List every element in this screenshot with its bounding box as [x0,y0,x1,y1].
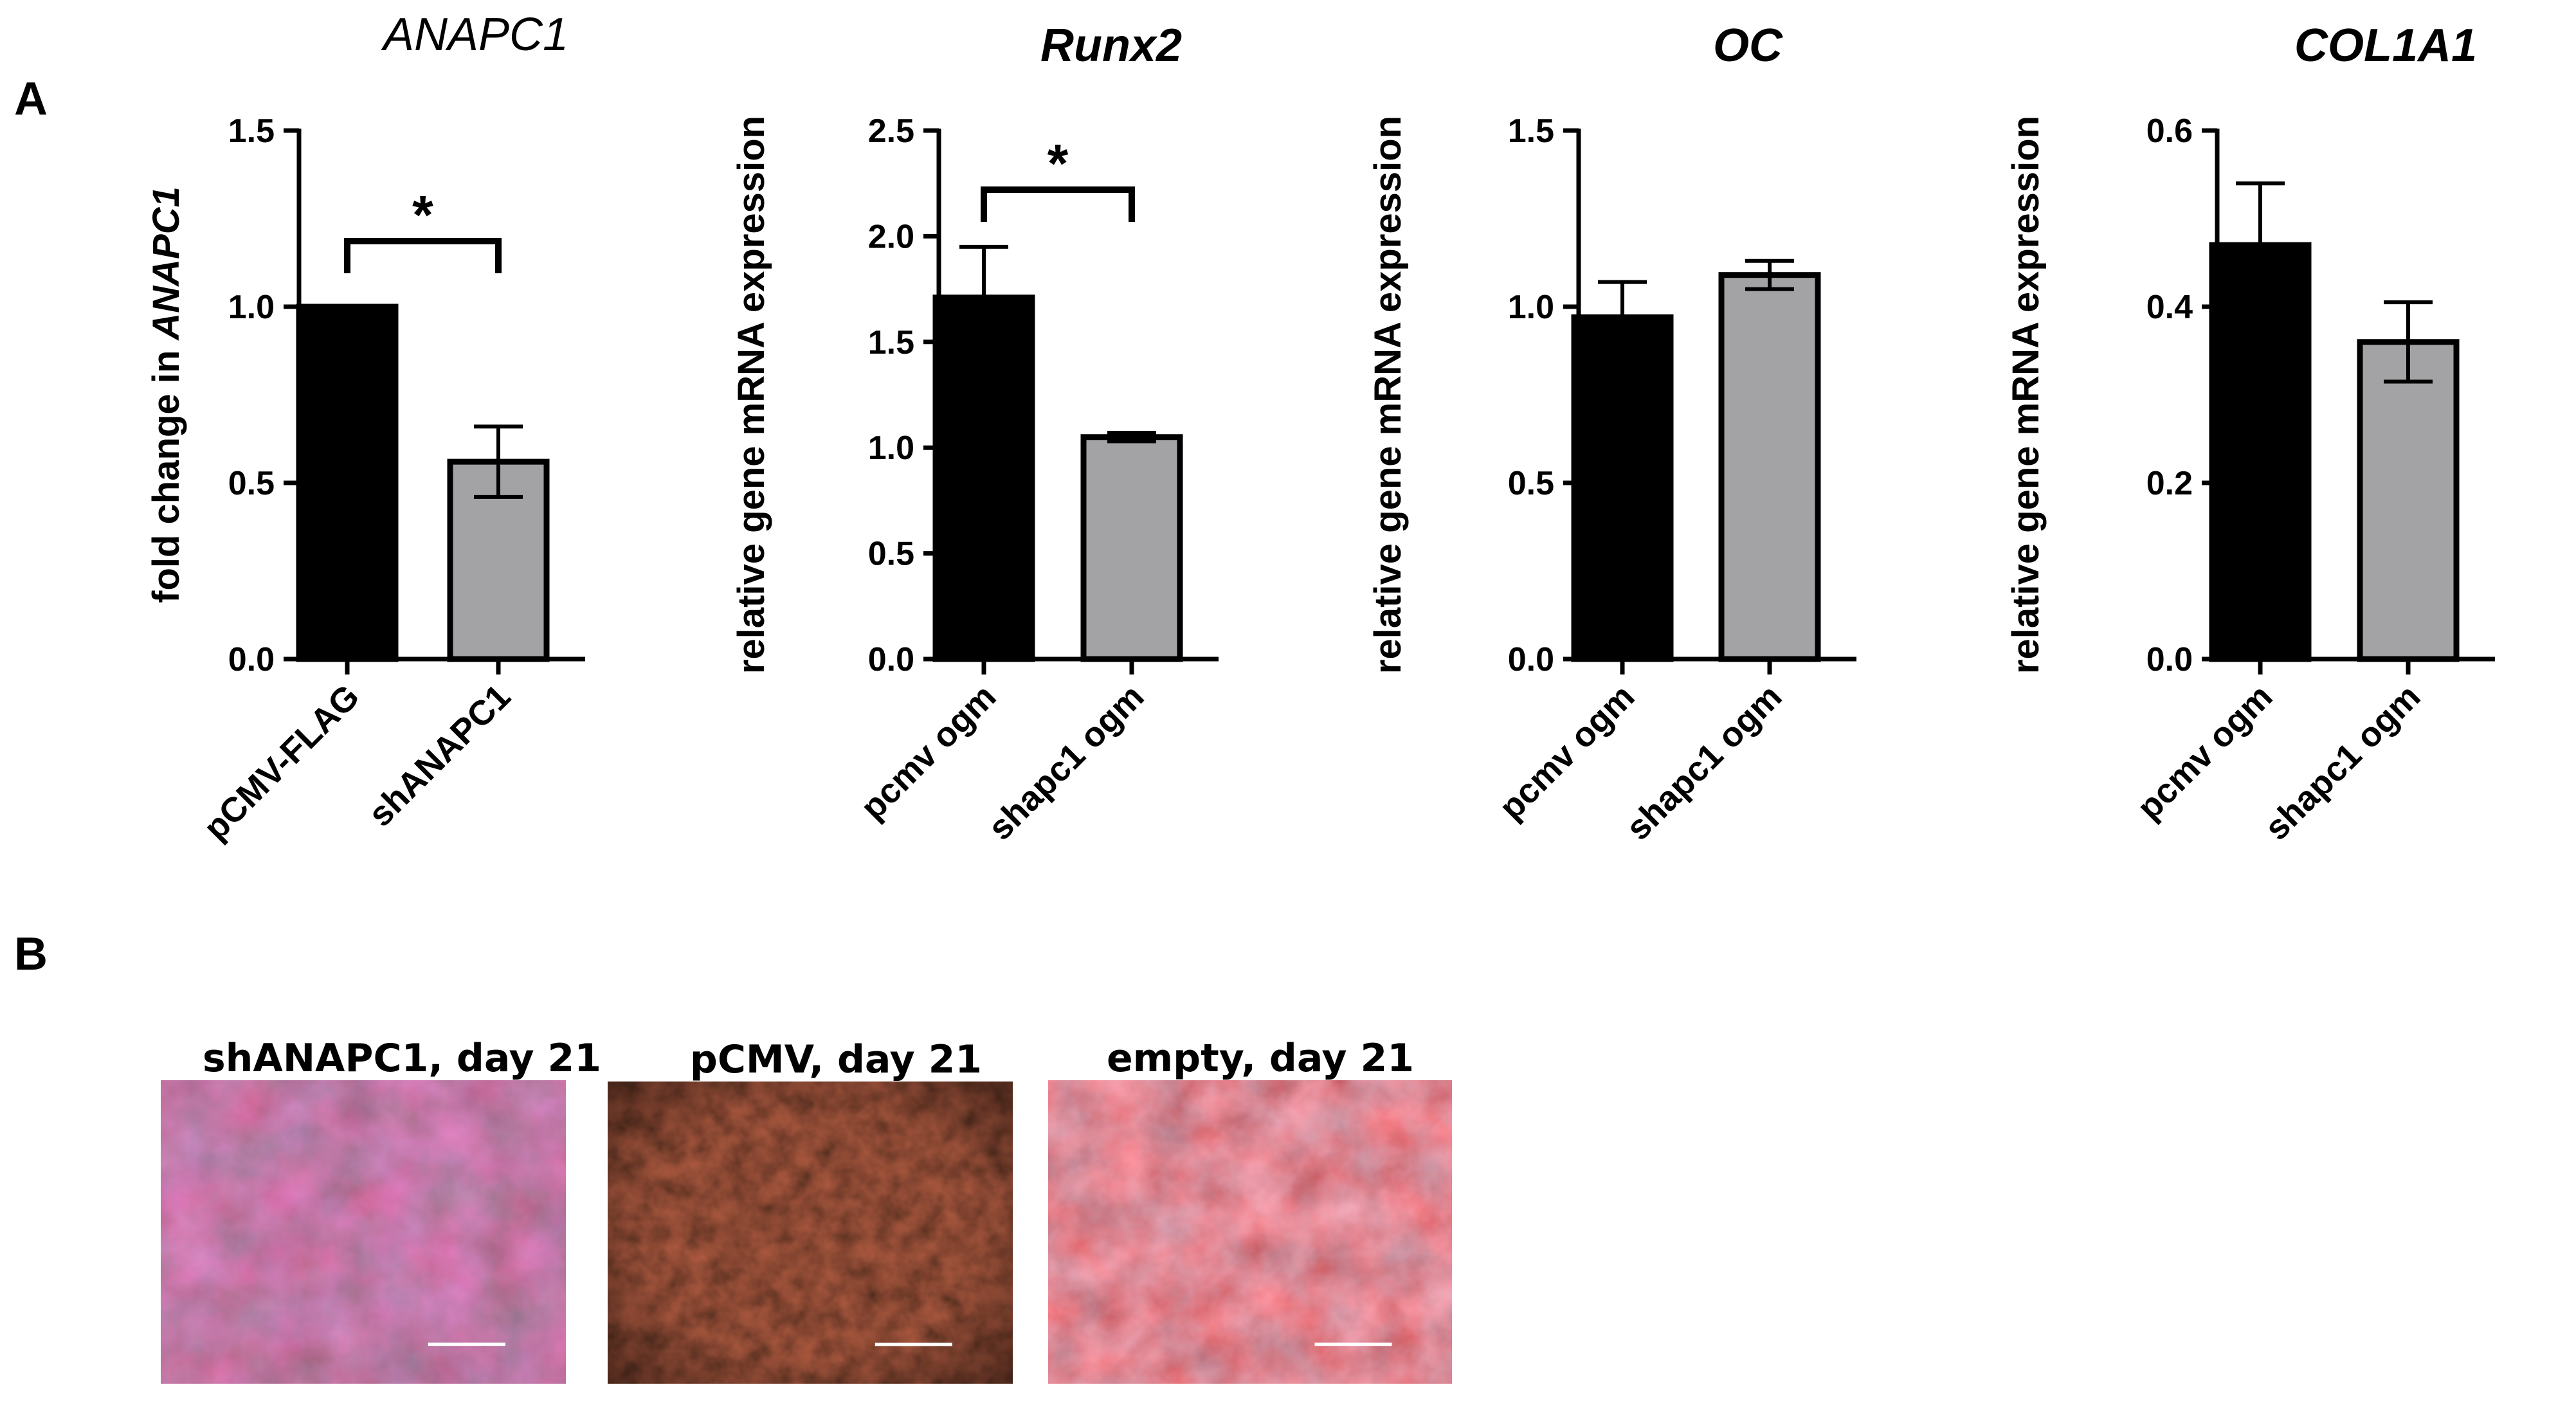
x-tick-label: shapc1 ogm [1619,677,1789,847]
micrograph-caption: empty, day 21 [1107,1036,1414,1081]
micrograph-caption: pCMV, day 21 [690,1037,982,1082]
y-tick-label: 0.5 [868,536,914,573]
y-tick-label: 2.5 [868,113,914,150]
y-axis-label-text: fold change in [145,340,187,603]
y-tick-label: 0.0 [2146,641,2193,678]
micrograph-stain-texture [161,1080,566,1384]
y-axis-label: fold change in ANAPC1 [145,186,187,603]
bar-2 [1080,434,1183,662]
x-tick-label: pcmv ogm [853,677,1003,827]
y-axis-label: relative gene mRNA expression [1367,116,1409,674]
chart-title: Runx2 [1040,20,1182,71]
chart-title: ANAPC1 [381,9,568,60]
chart-title: COL1A1 [2294,20,2477,71]
panel-b-label: B [14,928,48,980]
y-axis-label-text: relative gene mRNA expression [2005,116,2047,674]
y-tick-label: 0.4 [2146,289,2193,326]
x-tick-label: shapc1 ogm [2257,677,2427,847]
x-tick-label: pCMV-FLAG [196,677,367,847]
y-tick-label: 0.0 [1508,641,1554,678]
y-tick-label: 0.5 [1508,465,1554,502]
significance-star: * [1048,133,1069,194]
bar-1 [1571,314,1674,662]
chart-2: Runx2 relative gene mRNA expression 0.0 0.5… [730,20,1219,847]
x-tick-label: pcmv ogm [1492,677,1642,827]
y-tick-label: 1.5 [1508,113,1554,150]
micrograph-stain-texture [1048,1080,1452,1384]
chart-4: COL1A1 relative gene mRNA expression 0.0 0.… [2005,20,2495,847]
y-tick-label: 0.2 [2146,465,2193,502]
chart-3: OC relative gene mRNA expression 0.0 0.5 1.0… [1367,20,1856,847]
significance-star: * [412,185,433,245]
micrograph-2: pCMV, day 21 [608,1037,1013,1384]
chart-title: OC [1713,20,1783,71]
y-axis-label-gene: ANAPC1 [145,186,187,341]
x-tick-label: pcmv ogm [2130,677,2280,827]
y-axis-label-text: relative gene mRNA expression [730,116,772,674]
bar-2 [2357,339,2460,662]
y-axis-label-text: relative gene mRNA expression [1367,116,1409,674]
y-tick-label: 0.5 [228,465,275,502]
y-tick-label: 1.5 [228,113,275,150]
bar-1 [296,303,399,662]
micrograph-vignette [608,1082,1013,1384]
micrograph-caption: shANAPC1, day 21 [203,1036,601,1081]
micrograph-3: empty, day 21 [1048,1036,1452,1384]
y-axis-label: relative gene mRNA expression [730,116,772,674]
micrograph-1: shANAPC1, day 21 [161,1036,601,1384]
x-tick-label: shANAPC1 [361,677,518,834]
y-tick-label: 0.0 [228,641,275,678]
micrograph-row: shANAPC1, day 21 pCMV, day 21 empty, day 2… [161,1036,1452,1384]
y-tick-label: 1.5 [868,324,914,361]
y-tick-label: 1.0 [1508,289,1554,326]
y-tick-label: 0.6 [2146,113,2193,150]
significance-bracket [981,186,1135,222]
panel-a-label: A [14,73,48,125]
y-axis-label: relative gene mRNA expression [2005,116,2047,674]
bar-1 [932,294,1035,662]
x-tick-label: shapc1 ogm [981,677,1151,847]
y-tick-label: 2.0 [868,218,914,255]
y-tick-label: 1.0 [228,289,275,326]
y-tick-label: 1.0 [868,430,914,467]
y-tick-label: 0.0 [868,641,914,678]
bar-2 [1718,272,1821,662]
significance-bracket [344,238,502,273]
